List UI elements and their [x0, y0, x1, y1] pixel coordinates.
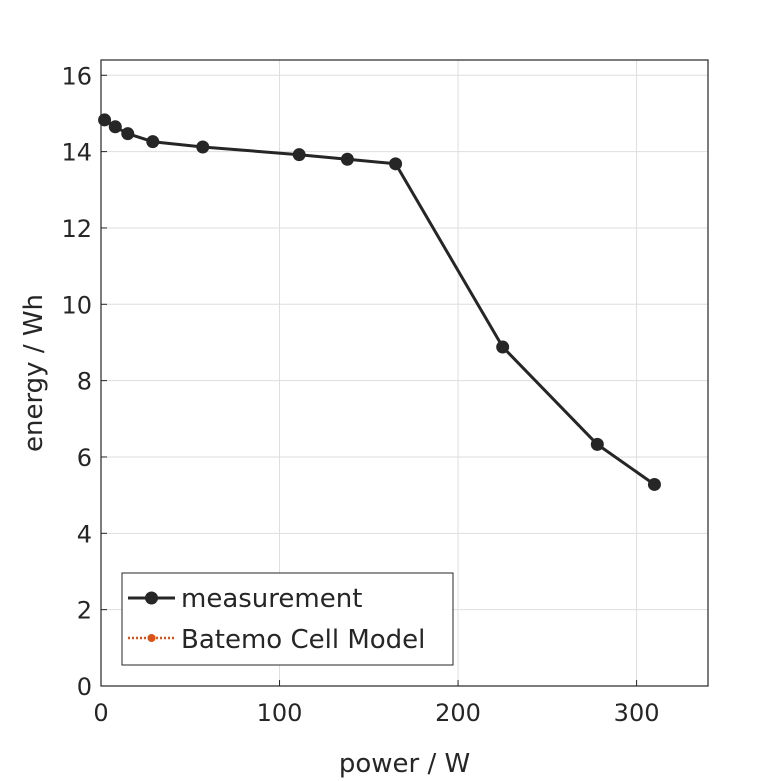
- y-tick-label: 12: [61, 215, 92, 243]
- data-point: [98, 113, 112, 127]
- data-point: [196, 140, 210, 154]
- legend-label-measurement: measurement: [181, 584, 362, 614]
- legend-marker-batemo: [147, 634, 156, 642]
- x-tick-label: 200: [435, 699, 481, 727]
- series-line-0: [103, 118, 656, 486]
- data-point: [340, 152, 354, 166]
- y-tick-label: 14: [61, 139, 92, 167]
- y-tick-label: 16: [61, 62, 92, 90]
- y-tick-label: 4: [77, 520, 92, 548]
- data-point: [108, 120, 122, 134]
- legend: measurement Batemo Cell Model: [121, 572, 454, 666]
- legend-label-batemo: Batemo Cell Model: [181, 625, 425, 655]
- axis-ticks: 0 100 200 300 0 2 4 6 8 10 12 14 16: [61, 62, 659, 727]
- legend-box: [121, 572, 454, 666]
- grid: [101, 60, 708, 686]
- y-tick-label: 10: [61, 291, 92, 319]
- data-point: [647, 477, 661, 491]
- y-tick-label: 2: [77, 597, 92, 625]
- x-tick-label: 0: [93, 699, 108, 727]
- data-point: [292, 148, 306, 162]
- x-tick-label: 300: [614, 699, 660, 727]
- x-axis-label: power / W: [339, 749, 470, 779]
- y-axis-label: energy / Wh: [19, 294, 49, 452]
- data-point: [121, 127, 135, 141]
- y-tick-label: 0: [77, 673, 92, 701]
- legend-marker-measurement: [145, 591, 158, 605]
- plot-frame: [100, 59, 709, 687]
- series-layer: [98, 113, 661, 491]
- y-tick-label: 8: [77, 368, 92, 396]
- data-point: [146, 135, 160, 149]
- y-tick-label: 6: [77, 444, 92, 472]
- data-point: [496, 340, 510, 354]
- data-point: [590, 437, 604, 451]
- x-tick-label: 100: [257, 699, 303, 727]
- data-point: [389, 157, 403, 171]
